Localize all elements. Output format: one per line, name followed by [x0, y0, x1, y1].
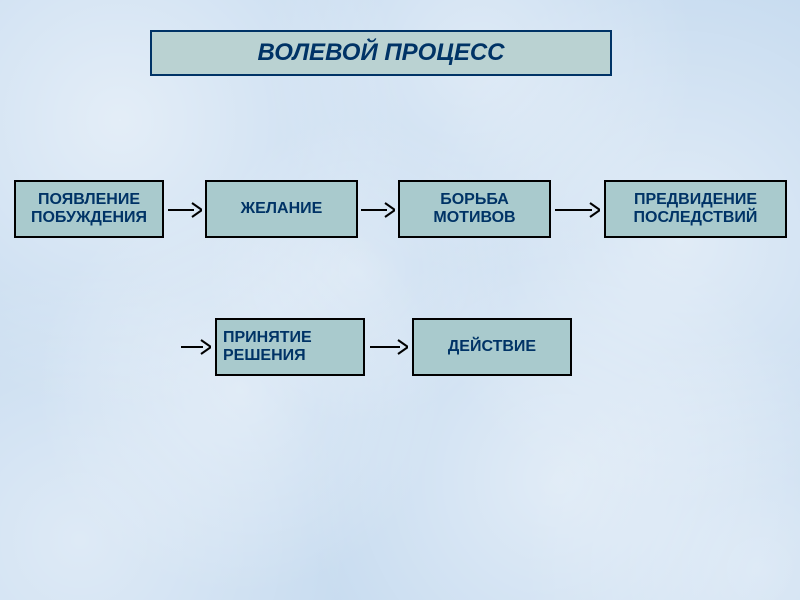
flow-node-label: ПРИНЯТИЕ РЕШЕНИЯ	[223, 329, 312, 366]
flow-node-label: ПОЯВЛЕНИЕ ПОБУЖДЕНИЯ	[31, 191, 147, 228]
flow-node-n5: ПРИНЯТИЕ РЕШЕНИЯ	[215, 318, 365, 376]
flow-node-label: ДЕЙСТВИЕ	[448, 338, 536, 356]
flow-node-n4: ПРЕДВИДЕНИЕ ПОСЛЕДСТВИЙ	[604, 180, 787, 238]
flow-node-n1: ПОЯВЛЕНИЕ ПОБУЖДЕНИЯ	[14, 180, 164, 238]
diagram-title: ВОЛЕВОЙ ПРОЦЕСС	[150, 30, 612, 76]
flow-node-n2: ЖЕЛАНИЕ	[205, 180, 358, 238]
arrow-a2	[361, 199, 395, 221]
arrow-a5	[370, 336, 408, 358]
flow-node-label: ЖЕЛАНИЕ	[241, 200, 323, 218]
flow-node-n3: БОРЬБА МОТИВОВ	[398, 180, 551, 238]
arrow-a1	[168, 199, 202, 221]
diagram-title-text: ВОЛЕВОЙ ПРОЦЕСС	[257, 39, 504, 67]
flow-node-label: БОРЬБА МОТИВОВ	[433, 191, 515, 228]
arrow-a4	[181, 336, 211, 358]
arrow-a3	[555, 199, 600, 221]
flow-node-n6: ДЕЙСТВИЕ	[412, 318, 572, 376]
background	[0, 0, 800, 600]
flow-node-label: ПРЕДВИДЕНИЕ ПОСЛЕДСТВИЙ	[634, 191, 758, 228]
